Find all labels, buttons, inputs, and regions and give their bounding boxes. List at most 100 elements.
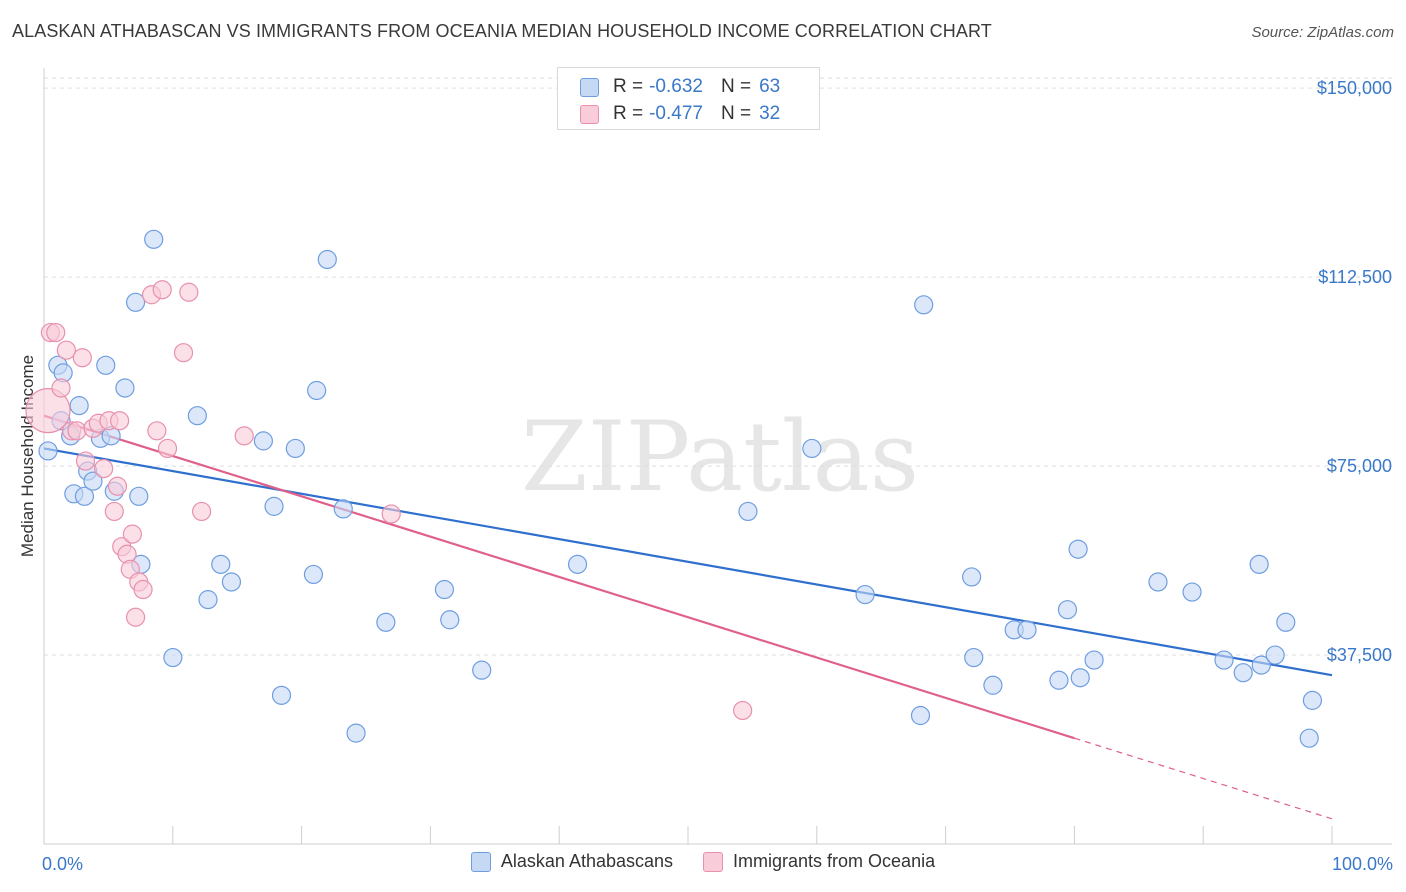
legend-n-label: N = — [720, 76, 752, 97]
legend-row-athabascans: R = -0.632 N = 63 — [580, 74, 780, 100]
data-point-athabascans — [1265, 645, 1285, 665]
data-point-athabascans — [38, 441, 58, 461]
data-point-athabascans — [440, 610, 460, 630]
data-point-oceania — [107, 476, 128, 496]
data-point-athabascans — [144, 229, 164, 249]
data-point-athabascans — [983, 675, 1003, 695]
data-point-athabascans — [211, 554, 231, 574]
y-tick-label: $75,000 — [1327, 456, 1392, 476]
legend-label-oceania: Immigrants from Oceania — [733, 851, 936, 871]
data-point-athabascans — [69, 396, 89, 416]
data-point-athabascans — [914, 295, 934, 315]
data-point-athabascans — [1233, 663, 1253, 683]
y-tick-label: $150,000 — [1317, 78, 1392, 98]
data-point-athabascans — [1068, 539, 1088, 559]
legend-item-oceania: Immigrants from Oceania — [703, 851, 935, 872]
data-point-athabascans — [264, 496, 284, 516]
chart-title: ALASKAN ATHABASCAN VS IMMIGRANTS FROM OC… — [12, 21, 992, 41]
data-point-athabascans — [187, 406, 207, 426]
data-point-athabascans — [1249, 554, 1269, 574]
watermark: ZIPatlas — [521, 401, 919, 513]
legend-swatch-blue — [470, 851, 491, 872]
series-legend: Alaskan Athabascans Immigrants from Ocea… — [0, 851, 1406, 872]
data-point-athabascans — [346, 723, 366, 743]
data-point-athabascans — [96, 355, 116, 375]
data-point-athabascans — [1148, 572, 1168, 592]
data-point-athabascans — [221, 572, 242, 592]
y-tick-label: $112,500 — [1318, 267, 1392, 287]
legend-swatch-blue — [580, 77, 599, 97]
data-point-oceania — [104, 501, 124, 522]
data-point-oceania — [192, 501, 212, 522]
data-point-athabascans — [1299, 728, 1319, 748]
data-point-athabascans — [567, 554, 588, 574]
legend-swatch-pink — [703, 851, 724, 872]
data-point-athabascans — [472, 660, 492, 680]
legend-r-label: R = — [613, 76, 644, 97]
data-point-athabascans — [1251, 655, 1271, 675]
trend-line-athabascans — [43, 447, 1333, 677]
data-point-athabascans — [317, 249, 337, 270]
data-point-athabascans — [376, 612, 396, 632]
data-point-athabascans — [1070, 668, 1090, 688]
data-point-oceania — [157, 438, 178, 459]
data-point-oceania — [179, 282, 199, 302]
data-point-athabascans — [802, 438, 822, 459]
legend-row-oceania: R = -0.477 N = 32 — [580, 101, 780, 127]
data-point-athabascans — [434, 579, 455, 600]
data-point-oceania — [733, 700, 753, 721]
data-point-athabascans — [303, 564, 324, 585]
data-point-oceania — [381, 504, 401, 524]
data-point-athabascans — [271, 685, 292, 705]
data-point-athabascans — [74, 486, 95, 506]
trend-line-oceania-extrapolated — [1074, 737, 1333, 820]
data-point-oceania — [46, 322, 66, 343]
legend-item-athabascans: Alaskan Athabascans — [470, 851, 674, 872]
x-tick-label: 100.0% — [1332, 854, 1393, 874]
data-point-athabascans — [198, 590, 218, 610]
data-point-athabascans — [1182, 582, 1202, 602]
data-point-athabascans — [115, 378, 135, 398]
data-point-athabascans — [964, 647, 984, 668]
data-point-athabascans — [1302, 690, 1323, 710]
data-point-oceania — [110, 411, 130, 431]
data-point-oceania — [25, 388, 71, 434]
legend-swatch-pink — [580, 104, 599, 124]
legend-n-value: 63 — [759, 76, 781, 97]
legend-r-value: -0.632 — [649, 76, 703, 97]
data-point-athabascans — [1057, 600, 1078, 620]
data-point-athabascans — [1276, 612, 1296, 632]
data-point-athabascans — [910, 705, 931, 726]
data-point-athabascans — [1214, 650, 1234, 670]
y-tick-label: $37,500 — [1327, 645, 1392, 665]
x-tick-label: 0.0% — [42, 854, 83, 874]
data-point-oceania — [51, 378, 71, 398]
data-point-athabascans — [83, 471, 103, 491]
legend-label-athabascans: Alaskan Athabascans — [500, 851, 674, 871]
data-point-athabascans — [333, 499, 353, 519]
data-point-athabascans — [253, 431, 273, 451]
legend-r-value: -0.477 — [649, 103, 703, 124]
data-point-oceania — [72, 348, 92, 368]
data-point-oceania — [122, 524, 142, 544]
data-point-oceania — [173, 343, 194, 363]
data-point-oceania — [147, 421, 167, 441]
data-point-athabascans — [1049, 670, 1069, 690]
data-point-athabascans — [285, 438, 305, 459]
data-point-athabascans — [163, 647, 183, 668]
stats-legend: R = -0.632 N = 63 R = -0.477 N = 32 — [557, 67, 820, 130]
legend-n-value: 32 — [759, 103, 781, 124]
data-point-athabascans — [307, 380, 327, 401]
data-point-oceania — [234, 426, 254, 446]
data-point-oceania — [152, 280, 172, 300]
data-point-oceania — [94, 458, 114, 479]
legend-r-label: R = — [613, 103, 644, 124]
legend-n-label: N = — [720, 103, 752, 124]
data-point-oceania — [125, 607, 146, 627]
data-point-oceania — [56, 340, 76, 360]
data-point-athabascans — [738, 501, 758, 522]
source-label: Source: ZipAtlas.com — [1251, 24, 1394, 41]
data-point-athabascans — [855, 584, 875, 605]
data-point-athabascans — [125, 292, 146, 312]
